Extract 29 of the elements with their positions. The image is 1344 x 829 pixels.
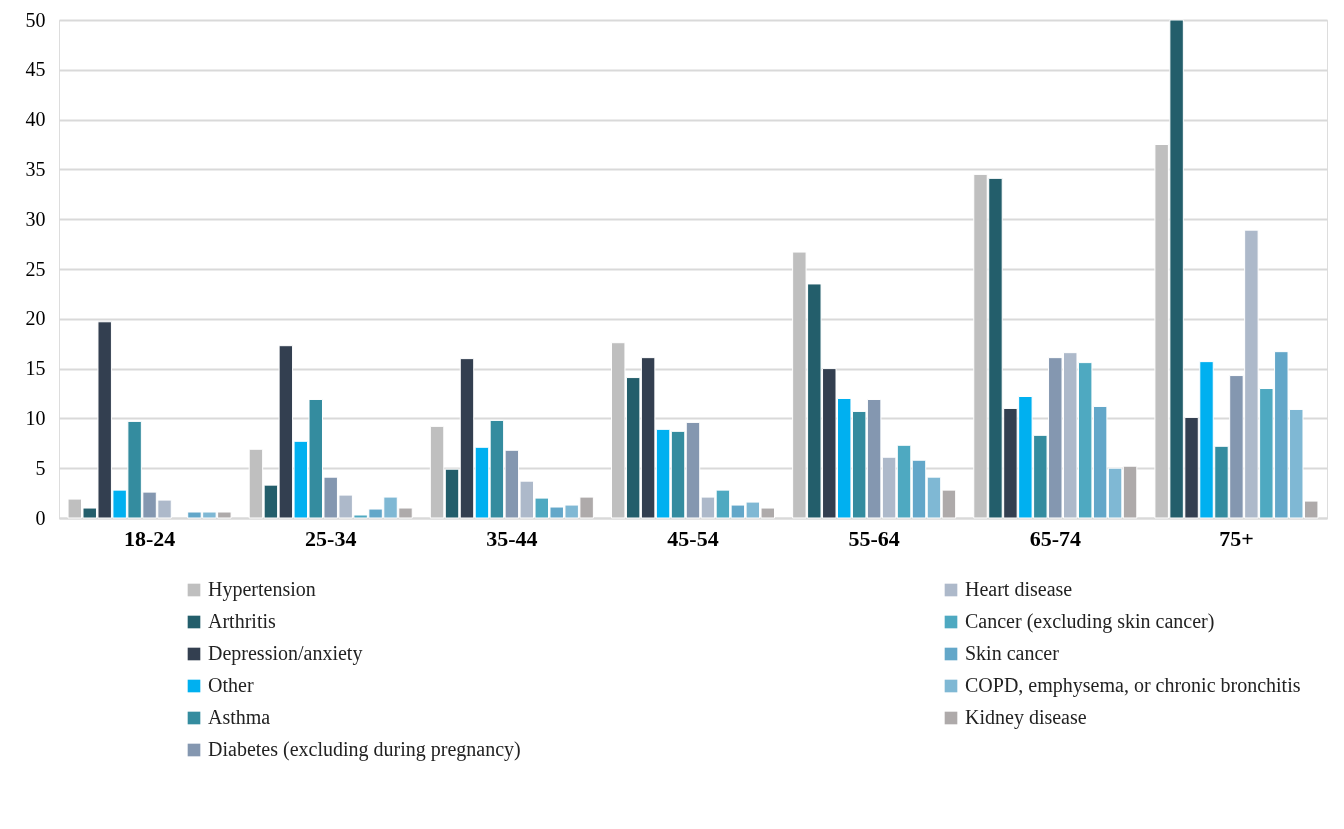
x-tick-label: 65-74 bbox=[1029, 525, 1081, 551]
y-tick-label: 5 bbox=[35, 456, 46, 479]
legend-label: Heart disease bbox=[965, 578, 1073, 600]
legend-label: Diabetes (excluding during pregnancy) bbox=[208, 738, 521, 761]
y-tick-label: 35 bbox=[25, 157, 46, 180]
y-tick-label: 15 bbox=[25, 357, 46, 380]
y-tick-label: 0 bbox=[35, 506, 46, 529]
legend-label: Depression/anxiety bbox=[208, 642, 363, 665]
x-tick-label: 45-54 bbox=[667, 525, 719, 551]
legend-label: Other bbox=[208, 674, 254, 696]
legend-label: Skin cancer bbox=[965, 642, 1060, 664]
y-tick-label: 50 bbox=[25, 8, 46, 31]
x-tick-label: 25-34 bbox=[305, 525, 357, 551]
y-tick-label: 10 bbox=[25, 406, 46, 429]
legend-label: Arthritis bbox=[208, 610, 276, 632]
y-tick-label: 20 bbox=[25, 307, 46, 330]
legend-label: Hypertension bbox=[208, 578, 316, 601]
x-tick-label: 55-64 bbox=[848, 525, 900, 551]
legend-label: COPD, emphysema, or chronic bronchitis bbox=[965, 674, 1301, 697]
x-tick-label: 35-44 bbox=[486, 525, 538, 551]
y-tick-label: 45 bbox=[25, 58, 46, 81]
legend-label: Kidney disease bbox=[965, 706, 1087, 729]
y-tick-label: 40 bbox=[25, 108, 46, 131]
x-tick-label: 18-24 bbox=[123, 525, 176, 551]
y-tick-label: 30 bbox=[25, 207, 46, 230]
y-tick-label: 25 bbox=[25, 257, 46, 280]
x-tick-label: 75+ bbox=[1219, 525, 1254, 551]
legend-label: Cancer (excluding skin cancer) bbox=[965, 610, 1215, 633]
legend-label: Asthma bbox=[208, 706, 271, 728]
